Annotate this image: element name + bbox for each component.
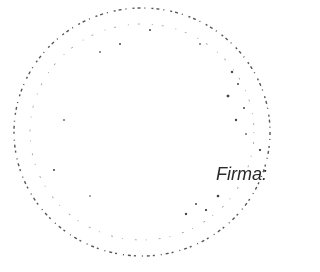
stamp: [0, 0, 276, 272]
signature-label: Firma:: [216, 164, 267, 185]
stamp-inner-ring: [30, 24, 254, 240]
stamp-outer-ring: [14, 8, 270, 256]
page: Firma:: [0, 0, 276, 272]
stamp-speckles: [53, 29, 261, 215]
